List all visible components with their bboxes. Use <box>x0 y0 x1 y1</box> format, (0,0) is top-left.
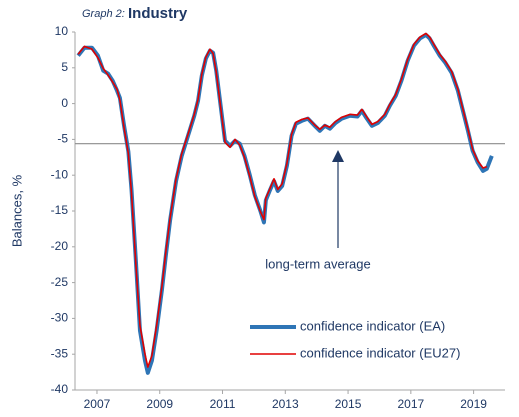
y-tick-label: 0 <box>61 96 68 110</box>
y-tick-label: -25 <box>51 275 69 289</box>
y-tick-label: -35 <box>51 346 69 360</box>
chart-title: Industry <box>128 5 188 22</box>
y-tick-label: -10 <box>51 167 69 181</box>
x-tick-label: 2017 <box>397 397 424 411</box>
y-tick-label: -40 <box>51 382 69 396</box>
x-tick-label: 2007 <box>84 397 111 411</box>
y-tick-label: -30 <box>51 311 69 325</box>
legend-label: confidence indicator (EU27) <box>300 345 460 360</box>
y-tick-label: -15 <box>51 203 69 217</box>
graph-label: Graph 2: <box>82 8 125 20</box>
y-axis-label: Balances, % <box>9 174 24 247</box>
y-tick-label: 5 <box>61 60 68 74</box>
reference-label: long-term average <box>265 256 371 271</box>
x-tick-label: 2011 <box>210 397 236 411</box>
reference-arrow-head <box>332 150 344 162</box>
x-tick-label: 2019 <box>460 397 487 411</box>
y-tick-label: -5 <box>57 132 68 146</box>
x-tick-label: 2013 <box>272 397 299 411</box>
y-tick-label: 10 <box>55 24 69 38</box>
x-tick-label: 2009 <box>146 397 173 411</box>
legend-label: confidence indicator (EA) <box>300 318 445 333</box>
series-line <box>77 32 488 368</box>
y-tick-label: -20 <box>51 239 69 253</box>
x-tick-label: 2015 <box>335 397 362 411</box>
